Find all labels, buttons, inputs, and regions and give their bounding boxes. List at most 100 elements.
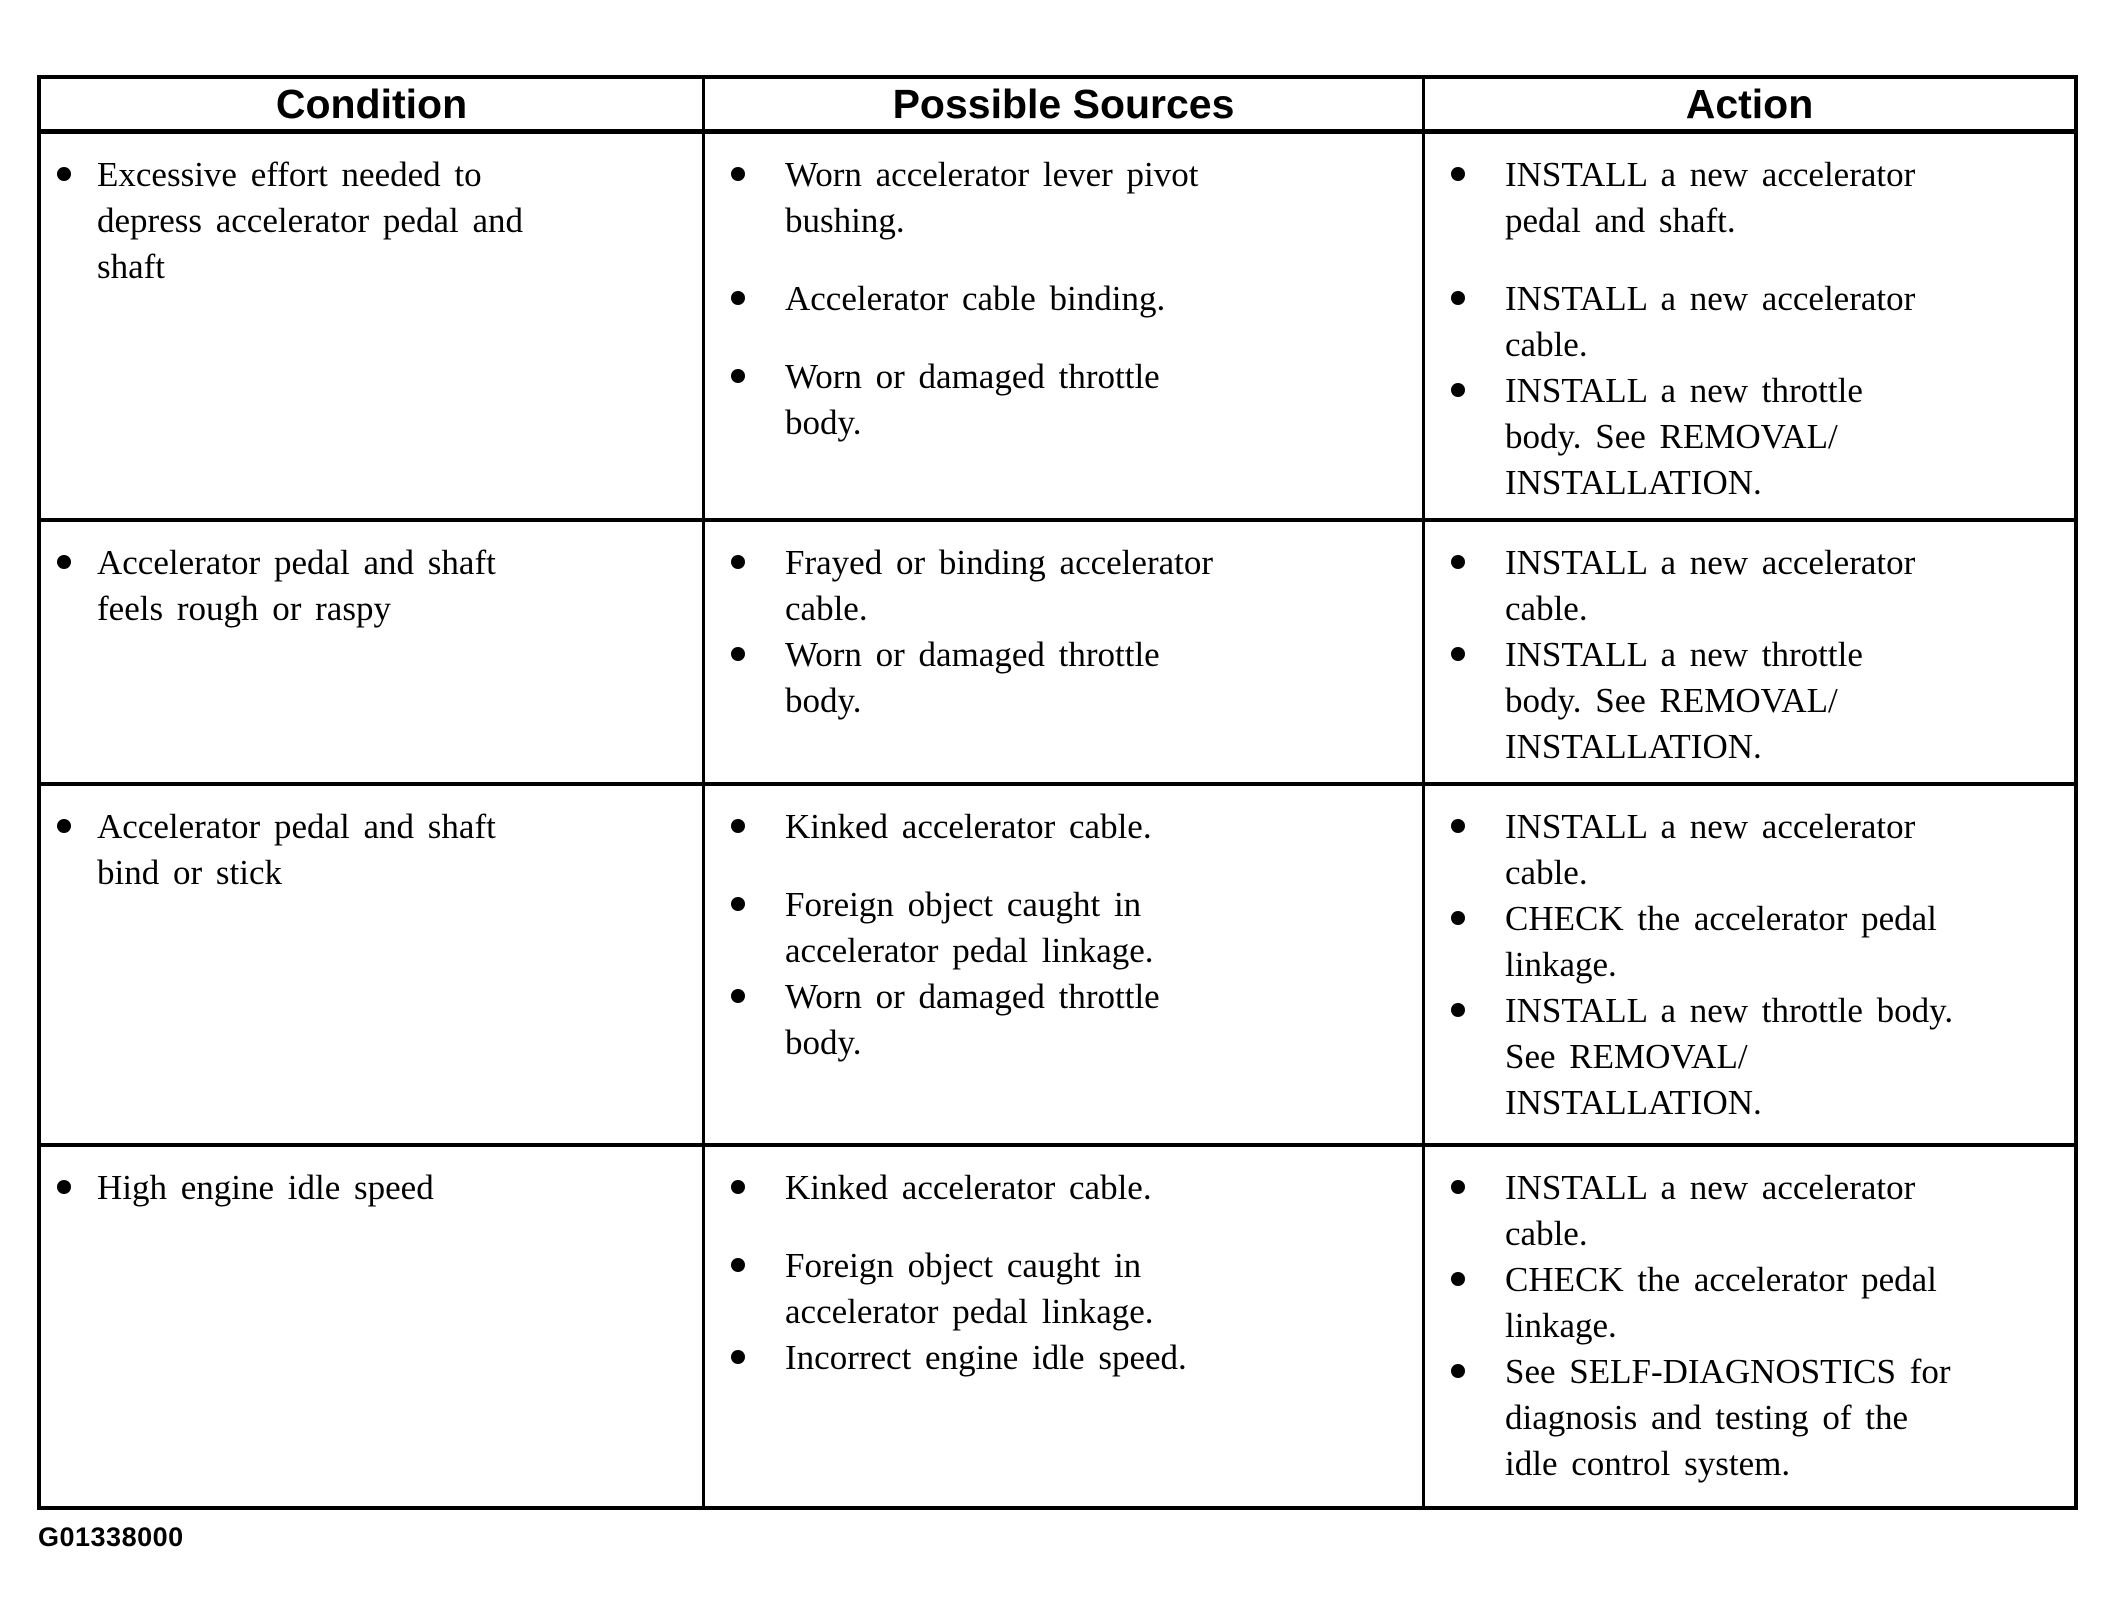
header-possible-sources: Possible Sources	[705, 79, 1425, 129]
item-text: CHECK the accelerator pedal linkage.	[1505, 1260, 1937, 1345]
list-item: CHECK the accelerator pedal linkage.	[1451, 1257, 2066, 1349]
bullet-icon	[731, 989, 745, 1003]
item-text: Kinked accelerator cable.	[785, 807, 1152, 846]
diagnostic-table: Condition Possible Sources Action Excess…	[37, 75, 2078, 1510]
bullet-icon	[1451, 911, 1465, 925]
cell-condition: Accelerator pedal and shaft feels rough …	[41, 522, 705, 782]
bullet-icon	[731, 647, 745, 661]
bullet-icon	[731, 1350, 745, 1364]
list-item: Kinked accelerator cable.	[731, 1165, 1414, 1211]
list-item: Foreign object caught in accelerator ped…	[731, 882, 1414, 974]
item-text: Frayed or binding accelerator cable.	[785, 543, 1214, 628]
item-text: Accelerator pedal and shaft bind or stic…	[97, 807, 496, 892]
bullet-icon	[731, 291, 745, 305]
item-text: INSTALL a new accelerator pedal and shaf…	[1505, 155, 1916, 240]
bullet-icon	[731, 1180, 745, 1194]
list-item: Frayed or binding accelerator cable.	[731, 540, 1414, 632]
item-text: Foreign object caught in accelerator ped…	[785, 885, 1154, 970]
cell-actions: INSTALL a new accelerator cable. CHECK th…	[1425, 786, 2074, 1143]
item-text: See SELF-DIAGNOSTICS for diagnosis and t…	[1505, 1352, 1951, 1483]
bullet-icon	[1451, 1180, 1465, 1194]
item-text: INSTALL a new accelerator cable.	[1505, 543, 1916, 628]
table-row: Excessive effort needed to depress accel…	[41, 134, 2074, 522]
bullet-icon	[1451, 647, 1465, 661]
cell-sources: Kinked accelerator cable. Foreign object …	[705, 1147, 1425, 1506]
item-text: Accelerator cable binding.	[785, 279, 1166, 318]
item-text: INSTALL a new throttle body. See REMOVAL…	[1505, 635, 1863, 766]
bullet-icon	[57, 819, 71, 833]
bullet-icon	[1451, 555, 1465, 569]
item-text: INSTALL a new accelerator cable.	[1505, 279, 1916, 364]
cell-sources: Frayed or binding accelerator cable. Worn…	[705, 522, 1425, 782]
bullet-icon	[731, 897, 745, 911]
cell-actions: INSTALL a new accelerator cable. CHECK th…	[1425, 1147, 2074, 1506]
list-item: INSTALL a new accelerator pedal and shaf…	[1451, 152, 2066, 244]
cell-condition: Accelerator pedal and shaft bind or stic…	[41, 786, 705, 1143]
item-text: Incorrect engine idle speed.	[785, 1338, 1187, 1377]
list-item: INSTALL a new accelerator cable.	[1451, 276, 2066, 368]
table-row: Accelerator pedal and shaft bind or stic…	[41, 786, 2074, 1147]
list-item: Worn or damaged throttle body.	[731, 354, 1414, 446]
cell-condition: High engine idle speed	[41, 1147, 705, 1506]
list-item: INSTALL a new throttle body. See REMOVAL…	[1451, 368, 2066, 506]
list-item: Accelerator pedal and shaft feels rough …	[57, 540, 694, 632]
bullet-icon	[731, 819, 745, 833]
list-item: Worn accelerator lever pivot bushing.	[731, 152, 1414, 244]
item-text: Worn or damaged throttle body.	[785, 357, 1160, 442]
list-item: Excessive effort needed to depress accel…	[57, 152, 694, 290]
list-item: CHECK the accelerator pedal linkage.	[1451, 896, 2066, 988]
item-text: INSTALL a new throttle body. See REMOVAL…	[1505, 371, 1863, 502]
cell-actions: INSTALL a new accelerator pedal and shaf…	[1425, 134, 2074, 518]
table-body: Excessive effort needed to depress accel…	[41, 134, 2074, 1506]
bullet-icon	[731, 369, 745, 383]
list-item: INSTALL a new throttle body. See REMOVAL…	[1451, 988, 2066, 1126]
cell-sources: Worn accelerator lever pivot bushing. Acc…	[705, 134, 1425, 518]
bullet-icon	[731, 1258, 745, 1272]
list-item: INSTALL a new throttle body. See REMOVAL…	[1451, 632, 2066, 770]
item-text: Worn or damaged throttle body.	[785, 635, 1160, 720]
list-item: Worn or damaged throttle body.	[731, 632, 1414, 724]
item-text: High engine idle speed	[97, 1168, 434, 1207]
cell-condition: Excessive effort needed to depress accel…	[41, 134, 705, 518]
bullet-icon	[1451, 1272, 1465, 1286]
bullet-icon	[57, 555, 71, 569]
bullet-icon	[1451, 1364, 1465, 1378]
bullet-icon	[1451, 383, 1465, 397]
list-item: INSTALL a new accelerator cable.	[1451, 804, 2066, 896]
item-text: Worn accelerator lever pivot bushing.	[785, 155, 1199, 240]
list-item: Worn or damaged throttle body.	[731, 974, 1414, 1066]
list-item: INSTALL a new accelerator cable.	[1451, 1165, 2066, 1257]
table-row: Accelerator pedal and shaft feels rough …	[41, 522, 2074, 786]
bullet-icon	[57, 167, 71, 181]
cell-actions: INSTALL a new accelerator cable. INSTALL …	[1425, 522, 2074, 782]
bullet-icon	[1451, 167, 1465, 181]
table-header-row: Condition Possible Sources Action	[41, 79, 2074, 134]
item-text: INSTALL a new accelerator cable.	[1505, 1168, 1916, 1253]
list-item: Foreign object caught in accelerator ped…	[731, 1243, 1414, 1335]
item-text: Worn or damaged throttle body.	[785, 977, 1160, 1062]
list-item: Incorrect engine idle speed.	[731, 1335, 1414, 1381]
table-row: High engine idle speed Kinked accelerator…	[41, 1147, 2074, 1506]
list-item: Kinked accelerator cable.	[731, 804, 1414, 850]
item-text: Accelerator pedal and shaft feels rough …	[97, 543, 496, 628]
header-action: Action	[1685, 80, 1814, 127]
list-item: INSTALL a new accelerator cable.	[1451, 540, 2066, 632]
bullet-icon	[1451, 819, 1465, 833]
bullet-icon	[731, 555, 745, 569]
bullet-icon	[57, 1180, 71, 1194]
bullet-icon	[1451, 1003, 1465, 1017]
cell-sources: Kinked accelerator cable. Foreign object …	[705, 786, 1425, 1143]
item-text: INSTALL a new accelerator cable.	[1505, 807, 1916, 892]
figure-code: G01338000	[38, 1522, 184, 1552]
bullet-icon	[731, 167, 745, 181]
list-item: Accelerator cable binding.	[731, 276, 1414, 322]
item-text: Excessive effort needed to depress accel…	[97, 155, 524, 286]
list-item: Accelerator pedal and shaft bind or stic…	[57, 804, 694, 896]
list-item: High engine idle speed	[57, 1165, 694, 1211]
item-text: Foreign object caught in accelerator ped…	[785, 1246, 1154, 1331]
list-item: See SELF-DIAGNOSTICS for diagnosis and t…	[1451, 1349, 2066, 1487]
bullet-icon	[1451, 291, 1465, 305]
header-condition: Condition	[41, 79, 705, 129]
item-text: Kinked accelerator cable.	[785, 1168, 1152, 1207]
